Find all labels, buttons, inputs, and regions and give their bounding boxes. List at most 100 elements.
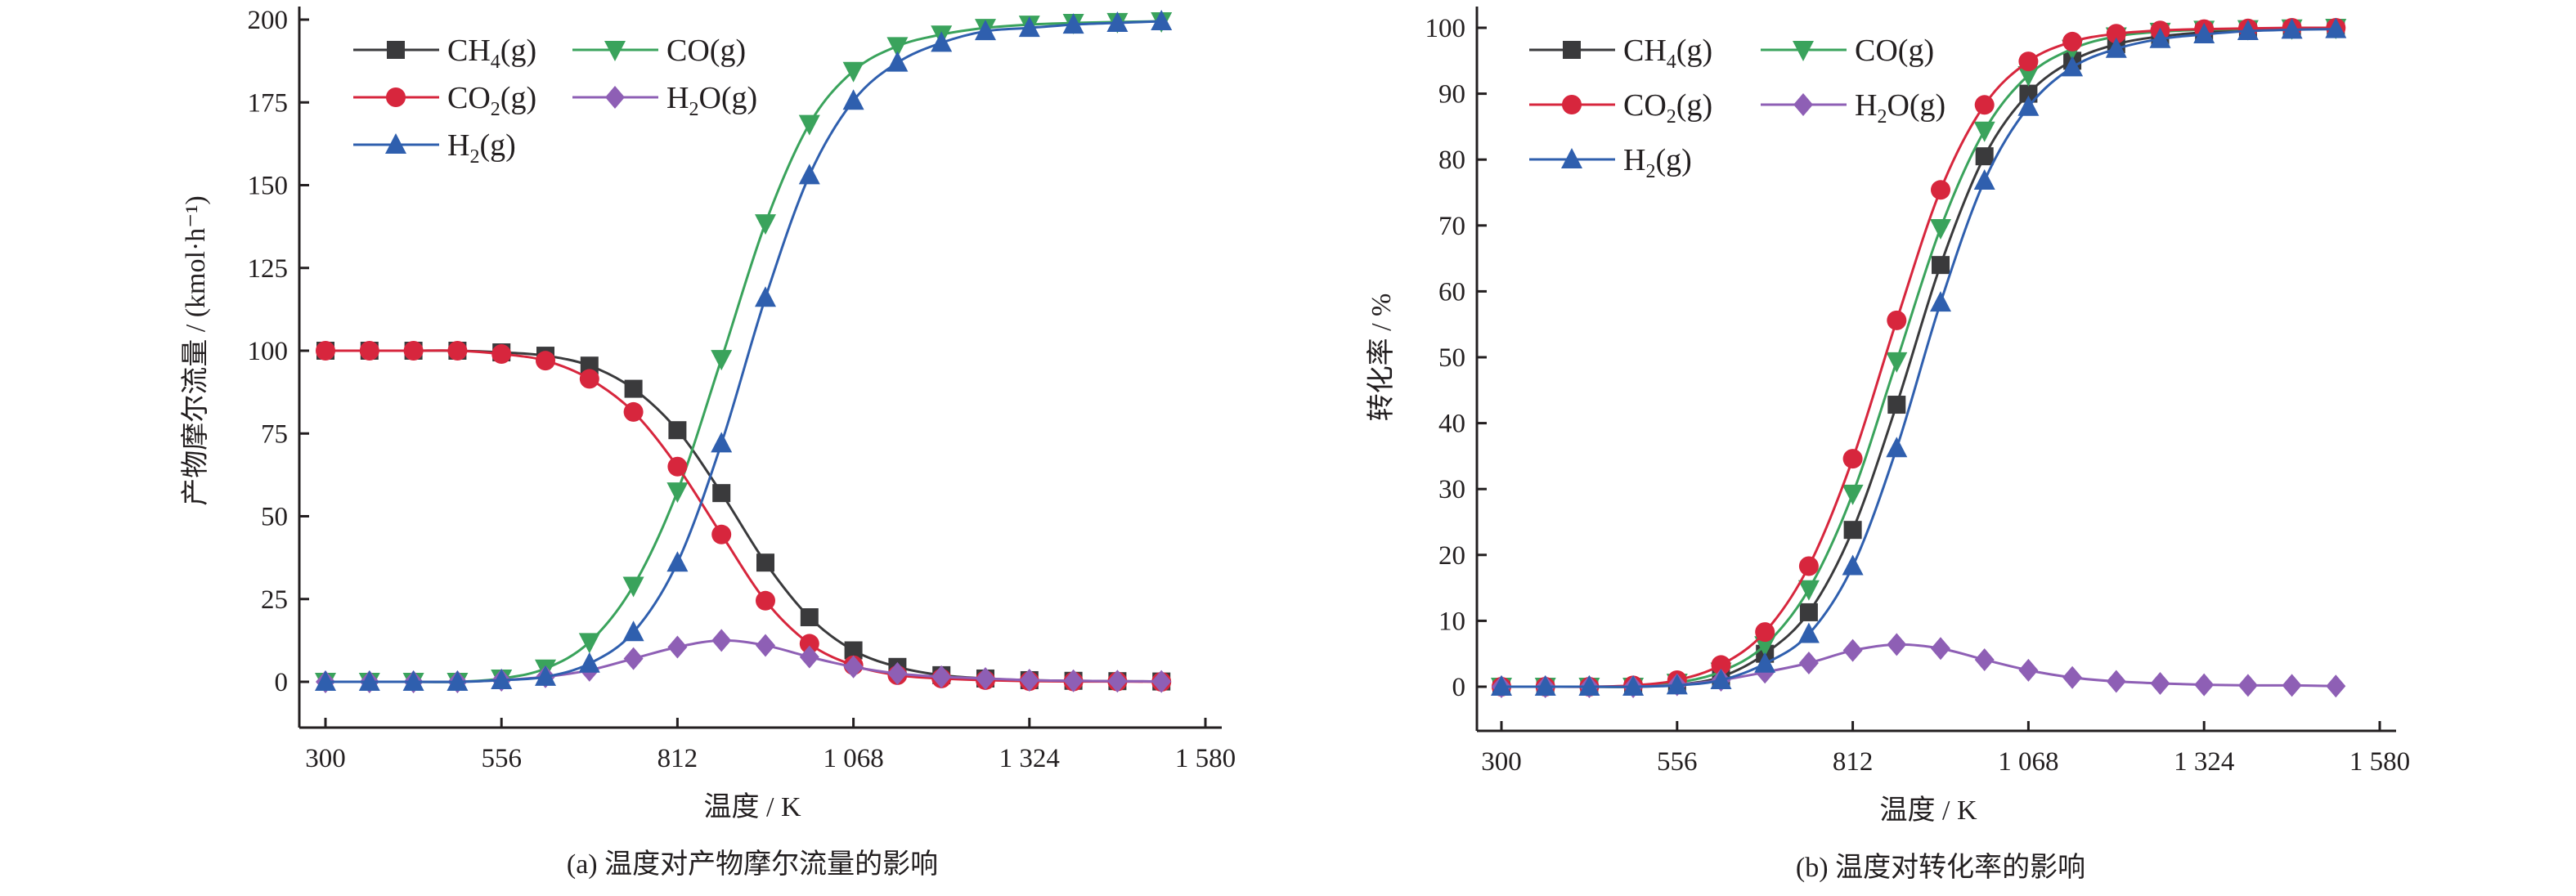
- y-tick-label: 50: [1438, 343, 1465, 373]
- x-tick-label: 1 324: [999, 744, 1060, 773]
- x-tick-label: 556: [1657, 747, 1698, 777]
- legend-label: H2(g): [447, 128, 516, 168]
- legend-label-sub: 2: [1645, 161, 1655, 182]
- legend-label-tail: (g): [1655, 143, 1691, 177]
- chart-a: 0 25 50 75 100 125 150 175 200 300 556 812 1 068 1 32…: [180, 6, 1236, 880]
- legend-entry: H2(g): [1529, 143, 1692, 182]
- legend-entry: H2O(g): [1761, 88, 1945, 128]
- legend-label-main: CH: [447, 34, 491, 68]
- legend-label-main: CH: [1623, 34, 1667, 68]
- data-point: [1930, 291, 1951, 312]
- data-point: [2018, 658, 2039, 682]
- data-point: [842, 61, 864, 83]
- data-point: [2282, 674, 2302, 697]
- legend-label-tail: O(g): [1887, 88, 1945, 123]
- data-point: [447, 670, 469, 691]
- data-point: [843, 655, 864, 679]
- data-point: [1107, 670, 1128, 693]
- data-point: [711, 524, 732, 544]
- legend-label: H2O(g): [1855, 88, 1945, 128]
- data-point: [622, 576, 644, 598]
- legend-entry: CO(g): [1761, 34, 1934, 68]
- data-point: [667, 635, 688, 659]
- legend-label-tail: (g): [1898, 34, 1934, 68]
- data-point: [1886, 352, 1908, 373]
- caption: (a) 温度对产物摩尔流量的影响: [567, 849, 938, 880]
- data-point: [623, 401, 644, 422]
- x-axis-label: 温度 / K: [1880, 795, 1977, 826]
- y-tick-label: 50: [261, 503, 288, 532]
- legend-label-tail: (g): [710, 34, 746, 68]
- x-tick-label: 812: [657, 744, 698, 773]
- data-point: [798, 164, 820, 185]
- data-point: [2193, 23, 2215, 44]
- x-tick-label: 300: [305, 744, 346, 773]
- legend-label: H2O(g): [666, 81, 757, 120]
- legend-marker: [604, 41, 626, 61]
- data-point: [886, 51, 909, 72]
- legend-label: CH4(g): [1623, 34, 1712, 73]
- data-point: [316, 341, 335, 361]
- data-point: [1798, 651, 1819, 674]
- data-point: [2062, 31, 2083, 52]
- data-point: [2325, 17, 2347, 38]
- data-point: [315, 670, 336, 691]
- legend-label-tail: O(g): [698, 81, 757, 115]
- legend-label-main: H: [666, 81, 689, 115]
- legend-label-main: CO: [1623, 88, 1667, 123]
- data-point: [1975, 147, 1994, 166]
- legend-label: H2(g): [1623, 143, 1692, 182]
- legend-entry: H2O(g): [572, 81, 757, 120]
- series-line: [1501, 27, 2336, 688]
- data-point: [931, 665, 952, 688]
- legend-entry: CO2(g): [1529, 88, 1712, 128]
- legend-label: CO(g): [1855, 34, 1934, 68]
- data-point: [756, 590, 775, 611]
- data-point: [2194, 673, 2215, 697]
- x-tick-label: 1 580: [2349, 747, 2410, 777]
- data-point: [1973, 168, 1995, 190]
- x-tick-label: 1 068: [823, 744, 883, 773]
- x-tick-label: 812: [1833, 747, 1874, 777]
- x-tick-label: 1 324: [2174, 747, 2234, 777]
- data-point: [359, 341, 379, 361]
- x-tick-label: 1 068: [1998, 747, 2058, 777]
- y-tick-label: 40: [1438, 410, 1465, 439]
- data-point: [1578, 675, 1600, 696]
- series-line: [1501, 26, 2336, 688]
- data-point: [1930, 219, 1951, 240]
- legend-entry: CO(g): [572, 34, 746, 68]
- legend-label-tail: (g): [479, 128, 515, 163]
- data-point: [756, 553, 774, 572]
- data-point: [1886, 437, 1908, 458]
- legend-label-main: CO: [666, 34, 710, 68]
- data-point: [2149, 27, 2171, 48]
- legend-label-sub: 2: [689, 99, 698, 120]
- y-tick-label: 70: [1438, 212, 1465, 241]
- caption: (b) 温度对转化率的影响: [1796, 852, 2085, 883]
- data-point: [2150, 671, 2170, 695]
- data-point: [1931, 180, 1950, 200]
- data-point: [1797, 580, 1820, 601]
- data-point: [2018, 52, 2039, 72]
- data-point: [1019, 668, 1039, 692]
- legend-marker: [1561, 148, 1582, 168]
- legend-marker: [1793, 41, 1814, 61]
- data-point: [1755, 622, 1775, 643]
- data-point: [799, 645, 819, 669]
- series-line: [325, 349, 1162, 683]
- data-point: [1887, 633, 1907, 656]
- data-point: [799, 634, 819, 654]
- data-point: [2062, 665, 2083, 689]
- data-point: [491, 668, 513, 689]
- data-point: [580, 356, 599, 375]
- data-point: [2281, 18, 2303, 39]
- data-point: [711, 629, 732, 652]
- legend-label-main: CO: [447, 81, 491, 115]
- data-point: [536, 351, 555, 371]
- legend-label-sub: 2: [491, 99, 500, 120]
- data-point: [798, 114, 820, 136]
- x-tick-label: 1 580: [1175, 744, 1236, 773]
- series-line: [325, 20, 1162, 683]
- data-point: [2017, 95, 2040, 116]
